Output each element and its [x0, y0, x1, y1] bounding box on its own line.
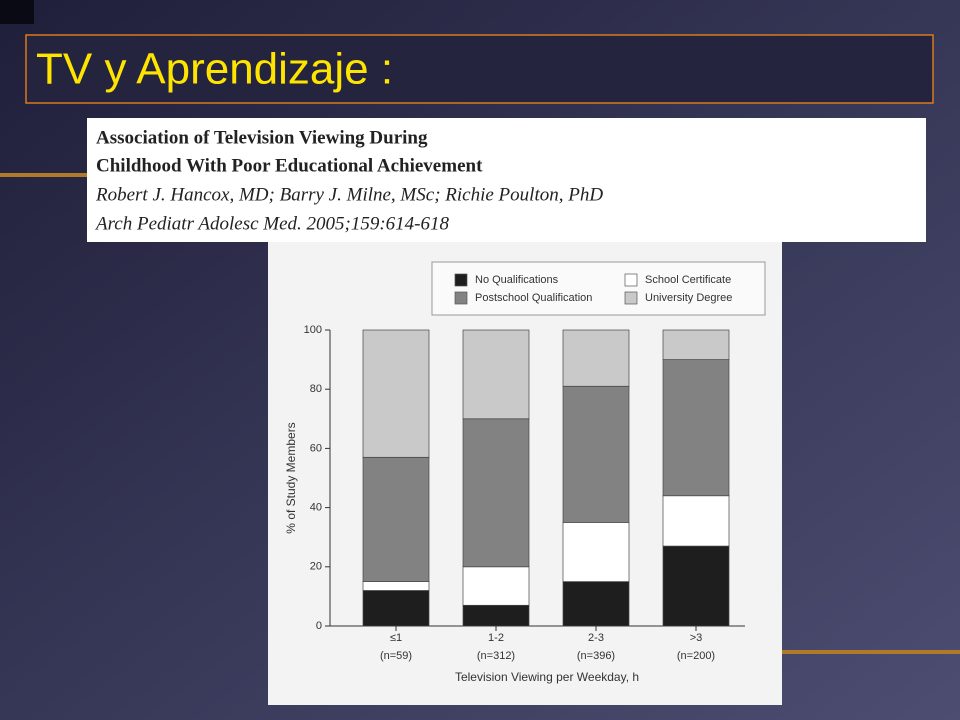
y-tick-label: 60 — [310, 442, 322, 454]
bar-segment — [662, 329, 730, 360]
y-tick-label: 0 — [316, 620, 322, 632]
bar-segment — [562, 522, 630, 582]
bar-segment — [662, 359, 730, 497]
legend-swatch — [624, 273, 638, 287]
bar-segment — [562, 581, 630, 627]
x-tick-label: ≤1 — [390, 632, 402, 644]
legend-box — [431, 261, 766, 316]
deco-line — [0, 173, 90, 177]
x-tick-note: (n=396) — [577, 650, 615, 662]
citation-authors: Robert J. Hancox, MD; Barry J. Milne, MS… — [95, 184, 603, 205]
x-tick-label: 1-2 — [488, 632, 504, 644]
legend-label: University Degree — [645, 292, 732, 304]
x-axis-label: Television Viewing per Weekday, h — [455, 670, 639, 684]
y-tick-label: 100 — [304, 324, 322, 336]
bar-segment — [462, 604, 530, 627]
chart: No Qualifications School Certificate Posts… — [284, 261, 766, 684]
bar-segment — [562, 385, 630, 523]
citation-title: Association of Television Viewing During — [96, 127, 428, 148]
legend-swatch — [454, 273, 468, 287]
x-tick-label: >3 — [690, 632, 703, 644]
bar-segment — [362, 590, 430, 627]
legend-label: No Qualifications — [475, 274, 559, 286]
bar-segment — [562, 329, 630, 387]
y-tick-label: 40 — [310, 502, 322, 514]
y-axis-label: % of Study Members — [284, 422, 298, 533]
slide-title: TV y Aprendizaje : — [36, 45, 393, 94]
bar-segment — [462, 566, 530, 606]
y-tick-label: 80 — [310, 383, 322, 395]
bar-segment — [662, 545, 730, 627]
title-box — [25, 34, 934, 104]
bar-segment — [662, 495, 730, 547]
legend-label: Postschool Qualification — [475, 292, 592, 304]
bar-segment — [362, 456, 430, 582]
legend-swatch — [624, 291, 638, 305]
deco-line — [782, 650, 960, 654]
citation-box — [87, 118, 926, 242]
legend-swatch — [454, 291, 468, 305]
x-tick-note: (n=200) — [677, 650, 715, 662]
citation-title: Childhood With Poor Educational Achievem… — [96, 155, 483, 176]
x-tick-note: (n=312) — [477, 650, 515, 662]
corner-block — [0, 0, 34, 24]
bar-segment — [362, 329, 430, 458]
bar-segment — [462, 418, 530, 568]
bar-segment — [462, 329, 530, 420]
bar-segment — [362, 581, 430, 591]
x-tick-note: (n=59) — [380, 650, 412, 662]
citation-journal: Arch Pediatr Adolesc Med. 2005;159:614-6… — [94, 213, 450, 234]
y-tick-label: 20 — [310, 561, 322, 573]
x-tick-label: 2-3 — [588, 632, 604, 644]
legend-label: School Certificate — [645, 274, 731, 286]
